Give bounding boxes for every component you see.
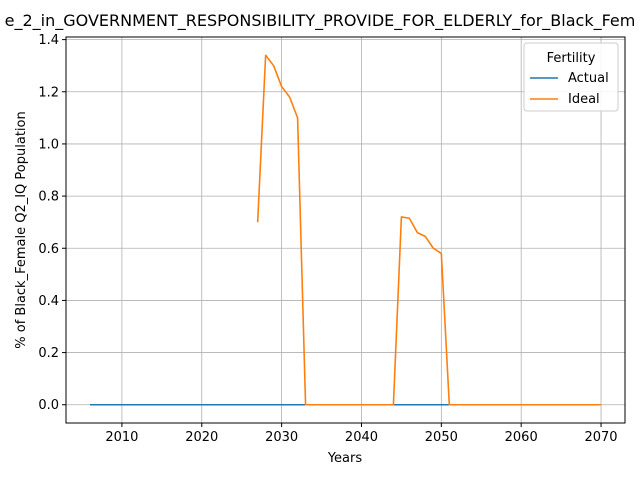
y-tick-label: 0.8 [38,190,59,205]
y-tick-label: 0.0 [38,398,59,413]
plot-frame [65,36,626,424]
y-tick-label: 1.4 [38,33,59,48]
x-tick-label: 2040 [345,430,378,445]
x-tick-label: 2060 [505,430,538,445]
series-line-ideal [256,54,602,406]
legend: Fertility Actual Ideal [523,42,619,112]
x-tick-label: 2030 [265,430,298,445]
y-tick-label: 0.2 [38,346,59,361]
x-tick-label: 2010 [105,430,138,445]
chart-title: e_2_in_GOVERNMENT_RESPONSIBILITY_PROVIDE… [5,11,636,31]
y-tick-label: 0.6 [38,242,59,257]
x-tick-label: 2070 [584,430,617,445]
y-axis: 0.0 0.2 0.4 0.6 0.8 1.0 1.2 1.4 [38,33,66,413]
legend-label: Ideal [568,92,600,107]
x-tick-label: 2050 [425,430,458,445]
x-axis-label: Years [327,451,363,466]
y-axis-label: % of Black_Female Q2_IQ Population [14,111,29,348]
x-axis: 2010 2020 2030 2040 2050 2060 2070 [105,423,618,445]
y-tick-label: 0.4 [38,294,59,309]
legend-label: Actual [568,71,609,86]
y-tick-label: 1.2 [38,85,59,100]
legend-box [523,42,619,112]
y-tick-label: 1.0 [38,137,59,152]
x-tick-label: 2020 [185,430,218,445]
series-layer [89,54,602,406]
legend-title: Fertility [547,51,596,66]
